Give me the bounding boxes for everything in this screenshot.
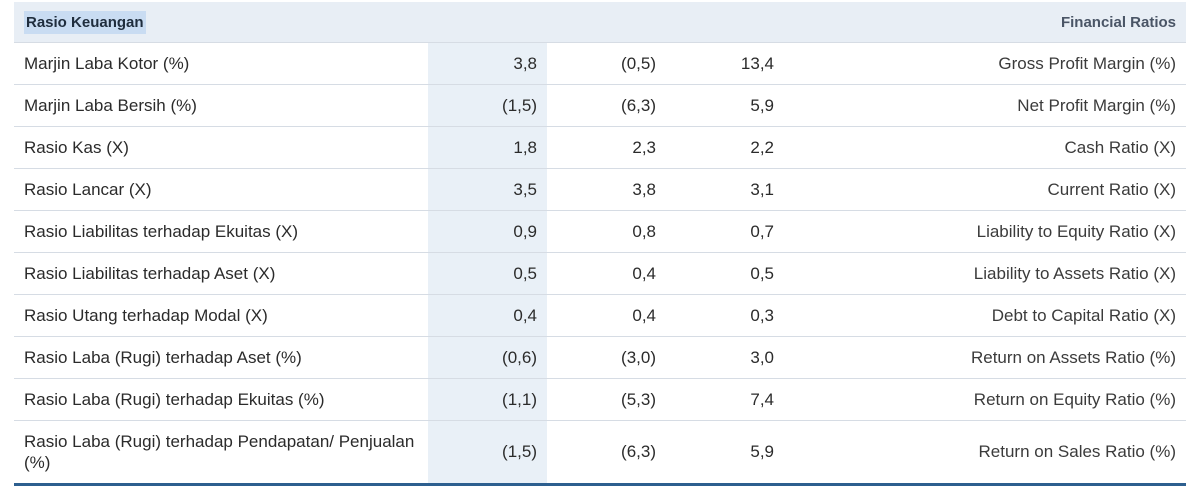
row-label-en: Net Profit Margin (%) bbox=[784, 84, 1186, 127]
table-row: Rasio Laba (Rugi) terhadap Pendapatan/ P… bbox=[14, 420, 1186, 486]
row-value-1: 1,8 bbox=[428, 126, 547, 169]
row-label-id: Rasio Liabilitas terhadap Aset (X) bbox=[14, 252, 428, 295]
table-row: Rasio Lancar (X) 3,5 3,8 3,1 Current Rat… bbox=[14, 168, 1186, 211]
row-value-3: 3,0 bbox=[666, 336, 784, 379]
row-value-3: 2,2 bbox=[666, 126, 784, 169]
row-value-1: (1,5) bbox=[428, 420, 547, 486]
row-label-id: Rasio Laba (Rugi) terhadap Pendapatan/ P… bbox=[14, 420, 428, 486]
row-value-3: 0,5 bbox=[666, 252, 784, 295]
table-title-id-cell: Rasio Keuangan bbox=[14, 2, 428, 43]
table-row: Rasio Liabilitas terhadap Ekuitas (X) 0,… bbox=[14, 210, 1186, 253]
row-label-id: Marjin Laba Kotor (%) bbox=[14, 42, 428, 85]
row-value-1: (0,6) bbox=[428, 336, 547, 379]
header-empty-3 bbox=[666, 2, 784, 43]
row-label-id: Rasio Liabilitas terhadap Ekuitas (X) bbox=[14, 210, 428, 253]
table-row: Rasio Laba (Rugi) terhadap Aset (%) (0,6… bbox=[14, 336, 1186, 379]
row-label-id: Marjin Laba Bersih (%) bbox=[14, 84, 428, 127]
table-header-row: Rasio Keuangan Financial Ratios bbox=[14, 2, 1186, 43]
row-value-2: 0,4 bbox=[547, 294, 666, 337]
row-value-2: 0,4 bbox=[547, 252, 666, 295]
row-label-en: Gross Profit Margin (%) bbox=[784, 42, 1186, 85]
row-value-1: 3,8 bbox=[428, 42, 547, 85]
row-label-en: Debt to Capital Ratio (X) bbox=[784, 294, 1186, 337]
row-value-2: 0,8 bbox=[547, 210, 666, 253]
row-value-2: 3,8 bbox=[547, 168, 666, 211]
row-label-en: Liability to Equity Ratio (X) bbox=[784, 210, 1186, 253]
row-label-en: Liability to Assets Ratio (X) bbox=[784, 252, 1186, 295]
row-value-2: (6,3) bbox=[547, 420, 666, 486]
row-value-3: 7,4 bbox=[666, 378, 784, 421]
row-value-3: 0,3 bbox=[666, 294, 784, 337]
row-value-2: 2,3 bbox=[547, 126, 666, 169]
header-empty-1 bbox=[428, 2, 547, 43]
table-title-id: Rasio Keuangan bbox=[24, 10, 146, 34]
row-value-2: (0,5) bbox=[547, 42, 666, 85]
table-row: Rasio Kas (X) 1,8 2,3 2,2 Cash Ratio (X) bbox=[14, 126, 1186, 169]
row-value-1: (1,1) bbox=[428, 378, 547, 421]
financial-ratios-table: Rasio Keuangan Financial Ratios Marjin L… bbox=[14, 2, 1186, 486]
row-label-en: Return on Sales Ratio (%) bbox=[784, 420, 1186, 486]
row-value-2: (3,0) bbox=[547, 336, 666, 379]
row-label-en: Return on Equity Ratio (%) bbox=[784, 378, 1186, 421]
table-row: Marjin Laba Bersih (%) (1,5) (6,3) 5,9 N… bbox=[14, 84, 1186, 127]
row-value-1: 0,5 bbox=[428, 252, 547, 295]
table-row: Rasio Liabilitas terhadap Aset (X) 0,5 0… bbox=[14, 252, 1186, 295]
row-label-en: Return on Assets Ratio (%) bbox=[784, 336, 1186, 379]
row-value-3: 13,4 bbox=[666, 42, 784, 85]
row-value-3: 0,7 bbox=[666, 210, 784, 253]
row-label-id: Rasio Kas (X) bbox=[14, 126, 428, 169]
table-row: Rasio Laba (Rugi) terhadap Ekuitas (%) (… bbox=[14, 378, 1186, 421]
table-title-en: Financial Ratios bbox=[784, 2, 1186, 43]
row-value-2: (6,3) bbox=[547, 84, 666, 127]
row-label-id: Rasio Laba (Rugi) terhadap Aset (%) bbox=[14, 336, 428, 379]
row-label-en: Current Ratio (X) bbox=[784, 168, 1186, 211]
row-value-1: 0,9 bbox=[428, 210, 547, 253]
row-label-id: Rasio Laba (Rugi) terhadap Ekuitas (%) bbox=[14, 378, 428, 421]
header-empty-2 bbox=[547, 2, 666, 43]
row-value-1: 0,4 bbox=[428, 294, 547, 337]
row-value-1: 3,5 bbox=[428, 168, 547, 211]
table-row: Rasio Utang terhadap Modal (X) 0,4 0,4 0… bbox=[14, 294, 1186, 337]
row-value-3: 5,9 bbox=[666, 84, 784, 127]
row-value-3: 3,1 bbox=[666, 168, 784, 211]
row-label-en: Cash Ratio (X) bbox=[784, 126, 1186, 169]
table-row: Marjin Laba Kotor (%) 3,8 (0,5) 13,4 Gro… bbox=[14, 42, 1186, 85]
row-value-2: (5,3) bbox=[547, 378, 666, 421]
row-label-id: Rasio Utang terhadap Modal (X) bbox=[14, 294, 428, 337]
row-value-1: (1,5) bbox=[428, 84, 547, 127]
row-label-id: Rasio Lancar (X) bbox=[14, 168, 428, 211]
row-value-3: 5,9 bbox=[666, 420, 784, 486]
